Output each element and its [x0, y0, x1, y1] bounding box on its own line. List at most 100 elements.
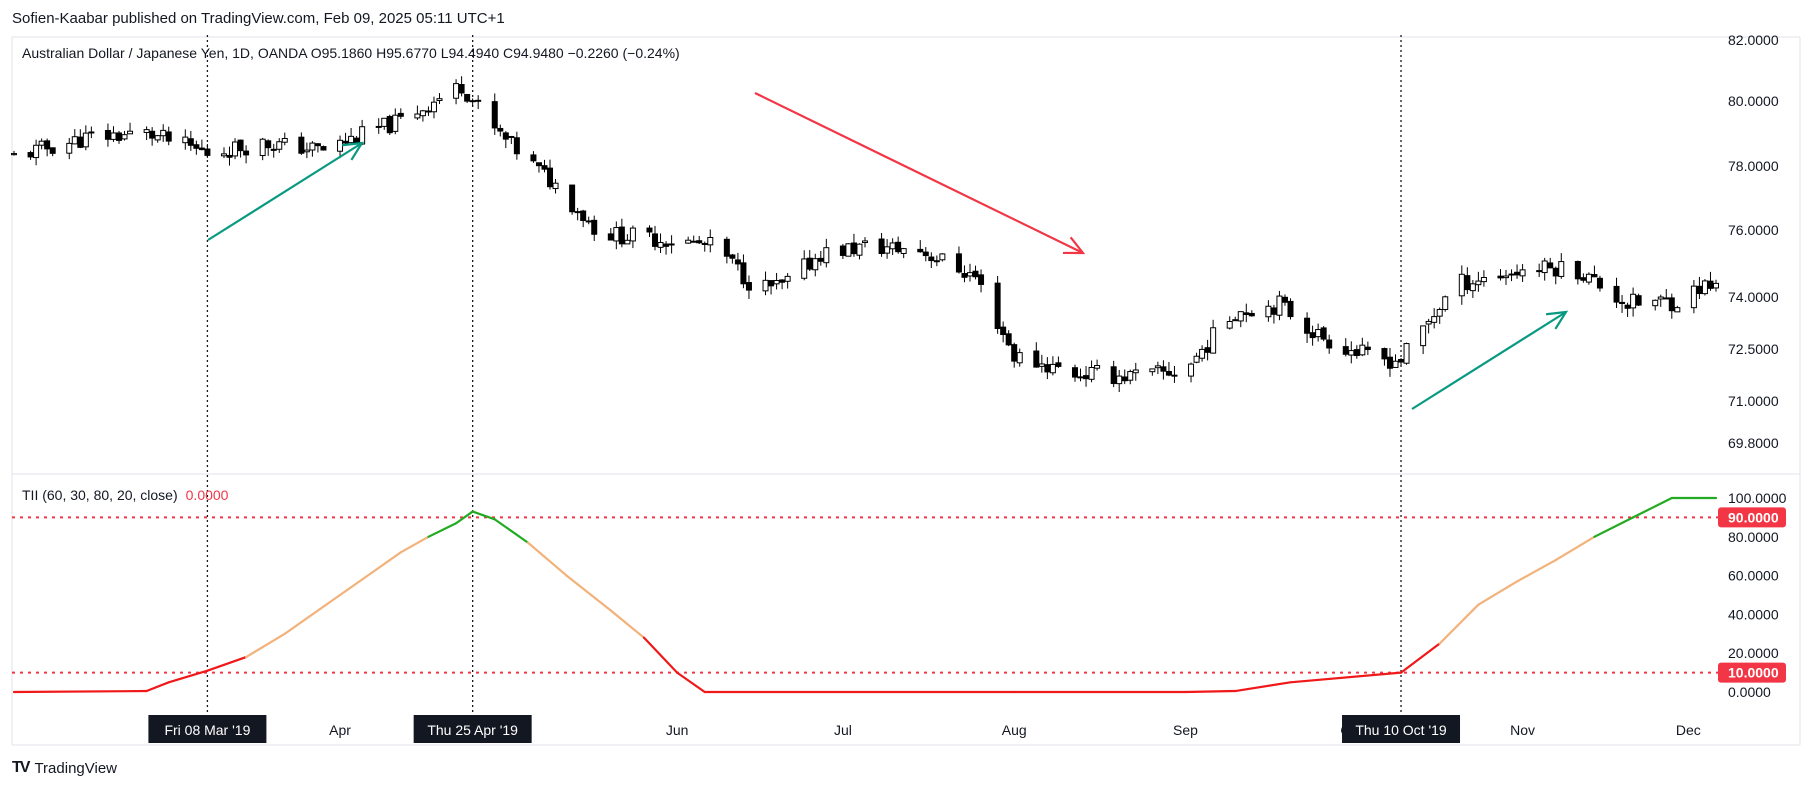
tii-segment — [609, 609, 646, 639]
candle-down-body — [817, 257, 824, 262]
indicator-legend[interactable]: TII (60, 30, 80, 20, close) 0.0000 — [22, 487, 228, 503]
candle — [547, 159, 554, 190]
candle — [707, 229, 714, 253]
candle-up-body — [1359, 344, 1366, 356]
candle-down-body — [502, 132, 509, 140]
candle-down-body — [1160, 366, 1167, 372]
candle — [862, 237, 868, 248]
candle-down-body — [1464, 275, 1471, 291]
candle — [1016, 348, 1023, 367]
tii-segment — [454, 510, 474, 525]
candle-down-body — [353, 137, 360, 144]
candle-down-body — [1613, 285, 1620, 303]
symbol-legend[interactable]: Australian Dollar / Japanese Yen, 1D, OA… — [22, 45, 680, 61]
candle — [259, 137, 266, 161]
candle-up-body — [508, 135, 515, 138]
candle — [1425, 318, 1432, 334]
candle-up-body — [1265, 305, 1272, 318]
candle-down-body — [320, 146, 327, 151]
candle — [1596, 275, 1603, 292]
candle — [1574, 260, 1581, 285]
tradingview-logo[interactable]: TV TradingView — [12, 759, 117, 777]
candle — [1226, 316, 1233, 330]
candle-up-body — [1425, 320, 1432, 325]
candle-up-body — [127, 130, 134, 135]
candle — [508, 135, 515, 145]
candle-up-body — [11, 153, 17, 156]
candle — [961, 265, 968, 283]
date-badge-bg — [413, 715, 532, 743]
candle-up-body — [453, 83, 460, 99]
candle-down-body — [580, 210, 587, 221]
candle-up-body — [1630, 293, 1637, 309]
candle — [309, 141, 316, 157]
candle-down-body — [1165, 370, 1172, 376]
candle-up-body — [82, 132, 89, 148]
candle-up-body — [110, 132, 117, 140]
candle — [497, 124, 504, 137]
candle — [419, 109, 426, 122]
candle-down-body — [1591, 274, 1598, 278]
candle-up-body — [1232, 319, 1239, 322]
candle — [381, 117, 388, 130]
tii-segment — [1632, 496, 1673, 519]
tii-tick-label: 20.0000 — [1728, 645, 1779, 661]
candle-down-body — [1309, 332, 1316, 339]
candle — [1585, 272, 1592, 285]
price-tick-label: 72.5000 — [1728, 341, 1779, 357]
candle-down-body — [1386, 356, 1393, 369]
candle-down-body — [1663, 297, 1670, 300]
candle-up-body — [71, 136, 78, 145]
candle — [889, 238, 896, 255]
candle-down-body — [547, 167, 554, 188]
candle-down-body — [1121, 376, 1128, 382]
candle-down-body — [1304, 317, 1311, 334]
candle-up-body — [1519, 269, 1526, 277]
candle-up-body — [1674, 307, 1681, 313]
candle — [773, 272, 780, 290]
candle-down-body — [397, 112, 404, 117]
candle — [552, 178, 559, 194]
candle-up-body — [337, 139, 344, 152]
candle-down-body — [652, 233, 659, 247]
candle — [1591, 265, 1598, 278]
candle — [71, 129, 78, 145]
candle — [1630, 287, 1637, 317]
candle — [265, 139, 272, 156]
candle — [1044, 357, 1051, 380]
candle — [663, 241, 670, 255]
time-axis[interactable]: AprJunJulAugSepOctNovDecFri 08 Mar '19Th… — [148, 715, 1701, 743]
candle-down-body — [1204, 347, 1211, 353]
level-badge-bg — [1718, 507, 1786, 528]
candle — [1154, 361, 1161, 375]
tii-segment — [322, 578, 364, 608]
candle — [375, 118, 382, 134]
candle-down-body — [530, 154, 537, 162]
candle — [1237, 311, 1244, 328]
candle-down-body — [1248, 312, 1255, 317]
tii-axis[interactable]: 100.0000 80.0000 60.0000 40.0000 20.0000 0.00… — [1718, 490, 1787, 700]
price-axis[interactable]: 82.0000 80.0000 78.0000 76.0000 74.0000 72.50… — [1728, 32, 1779, 451]
candle — [1497, 269, 1504, 281]
candle-up-body — [657, 241, 664, 248]
candle-up-body — [624, 239, 631, 245]
tii-tick-label: 60.0000 — [1728, 568, 1779, 584]
candle-up-body — [1652, 299, 1659, 307]
candle — [613, 221, 620, 250]
candle — [1038, 354, 1045, 373]
candle — [1508, 269, 1515, 282]
candle-down-body — [497, 127, 504, 132]
candle — [182, 129, 189, 150]
candle-up-body — [1403, 343, 1410, 364]
candle — [303, 142, 310, 159]
candle — [955, 246, 962, 274]
candle-up-body — [392, 114, 399, 132]
candle — [1469, 280, 1476, 298]
date-badge-bg — [1342, 715, 1461, 743]
candle — [933, 255, 940, 267]
level-badge-label: 10.0000 — [1728, 665, 1779, 681]
candle-up-body — [38, 140, 45, 146]
candle — [806, 250, 813, 271]
candle-down-body — [535, 162, 542, 167]
candle — [585, 216, 592, 225]
